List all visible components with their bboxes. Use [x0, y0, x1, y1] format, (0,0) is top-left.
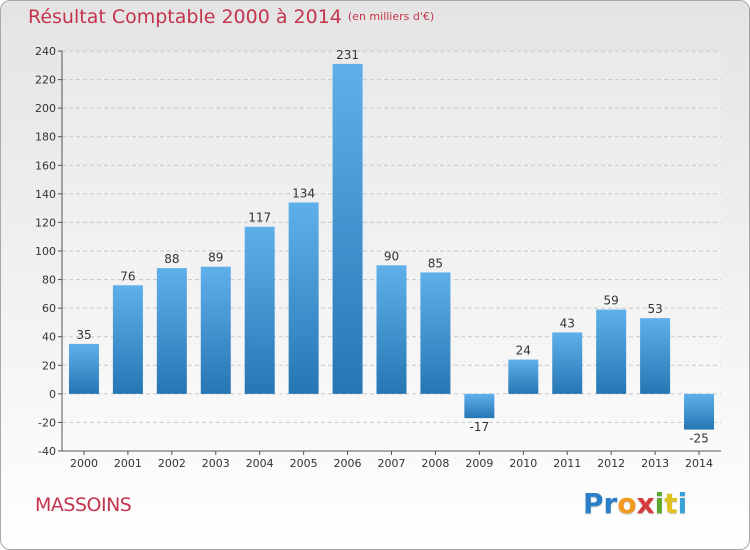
logo-letter: t — [664, 487, 678, 520]
data-label: 35 — [76, 328, 91, 342]
bar — [376, 265, 407, 394]
data-label: 59 — [604, 294, 619, 308]
bar — [640, 318, 671, 394]
x-tick-label: 2013 — [641, 457, 669, 470]
x-tick-label: 2000 — [70, 457, 98, 470]
bar — [464, 393, 495, 419]
data-label: 24 — [516, 344, 531, 358]
bar — [552, 332, 583, 394]
bar — [420, 272, 451, 394]
data-label: 88 — [164, 252, 179, 266]
y-tick-label: 220 — [35, 74, 56, 87]
chart-subtitle: (en milliers d'€) — [347, 10, 435, 23]
bar — [156, 268, 187, 394]
x-tick-label: 2011 — [553, 457, 581, 470]
x-tick-label: 2012 — [597, 457, 625, 470]
y-tick-label: 80 — [42, 274, 56, 287]
y-tick-label: 40 — [42, 331, 56, 344]
x-tick-label: 2014 — [685, 457, 713, 470]
y-tick-label: -40 — [38, 445, 56, 458]
x-tick-label: 2003 — [202, 457, 230, 470]
bar — [288, 202, 319, 394]
y-tick-label: 160 — [35, 159, 56, 172]
place-name: MASSOINS — [35, 494, 132, 516]
logo-letter: o — [617, 487, 637, 520]
x-tick-label: 2008 — [421, 457, 449, 470]
x-tick-label: 2006 — [334, 457, 362, 470]
y-tick-label: 100 — [35, 245, 56, 258]
x-tick-label: 2004 — [246, 457, 274, 470]
data-label: 53 — [647, 302, 662, 316]
proxiti-logo: Proxiti — [583, 487, 687, 520]
bar — [508, 359, 539, 394]
bar — [112, 285, 143, 394]
data-label: 85 — [428, 256, 443, 270]
y-tick-label: 240 — [35, 45, 56, 58]
bar — [684, 393, 715, 430]
bar — [596, 309, 627, 394]
x-tick-label: 2009 — [465, 457, 493, 470]
bar — [244, 226, 275, 394]
x-tick-label: 2007 — [378, 457, 406, 470]
data-label: 231 — [336, 48, 359, 62]
logo-letter: P — [583, 487, 604, 520]
bar — [68, 343, 99, 394]
y-tick-label: -20 — [38, 416, 56, 429]
data-label: -25 — [689, 432, 709, 446]
bar — [332, 63, 363, 394]
data-label: 90 — [384, 249, 399, 263]
x-tick-label: 2002 — [158, 457, 186, 470]
chart-title: Résultat Comptable 2000 à 2014 (en millie… — [28, 6, 435, 28]
y-tick-label: 140 — [35, 188, 56, 201]
logo-letter: x — [636, 487, 655, 520]
x-tick-label: 2010 — [509, 457, 537, 470]
data-label: 43 — [560, 316, 575, 330]
data-label: -17 — [470, 420, 490, 434]
y-tick-label: 200 — [35, 102, 56, 115]
data-label: 117 — [248, 211, 271, 225]
data-label: 134 — [292, 186, 315, 200]
y-tick-label: 60 — [42, 302, 56, 315]
y-tick-label: 0 — [49, 388, 56, 401]
y-tick-label: 180 — [35, 131, 56, 144]
x-tick-label: 2001 — [114, 457, 142, 470]
logo-letter: i — [677, 487, 688, 520]
bar — [200, 266, 231, 394]
y-tick-label: 120 — [35, 216, 56, 229]
y-tick-label: 20 — [42, 359, 56, 372]
x-tick-label: 2005 — [290, 457, 318, 470]
logo-letter: r — [603, 487, 618, 520]
logo-letter: i — [654, 487, 665, 520]
data-label: 89 — [208, 251, 223, 265]
data-label: 76 — [120, 269, 135, 283]
